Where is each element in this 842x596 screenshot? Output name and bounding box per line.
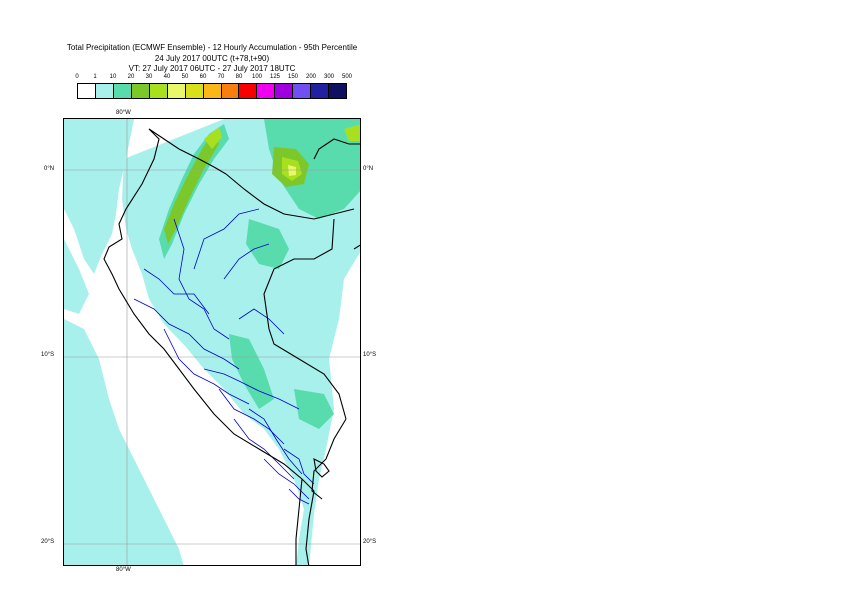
- legend-tick-label: 50: [181, 74, 189, 80]
- legend-tick-label: 100: [251, 74, 263, 80]
- legend-tick-label: 40: [163, 74, 171, 80]
- colombia-brazil-border: [313, 138, 360, 160]
- lat-label-10s-left: 10°S: [41, 352, 55, 358]
- precip-north-cell-peak: [288, 165, 296, 176]
- legend-swatch: [149, 84, 168, 98]
- brazil-border-east: [353, 244, 360, 250]
- lat-lon-grid: [64, 119, 360, 565]
- color-legend: 0 1 10 20 30 40 50 60 70 80 100 125 150 200 300 500: [75, 74, 352, 102]
- legend-swatch: [203, 84, 222, 98]
- legend-tick-label: 60: [199, 74, 207, 80]
- coastline-borders: [103, 128, 360, 565]
- legend-swatch: [78, 84, 96, 98]
- legend-tick-label: 80: [235, 74, 243, 80]
- legend-tick-label: 30: [145, 74, 153, 80]
- legend-swatch: [113, 84, 132, 98]
- legend-swatch: [275, 84, 294, 98]
- lon-label-bottom: 80°W: [116, 567, 131, 573]
- legend-tick-label: 10: [109, 74, 117, 80]
- precipitation-map: [63, 118, 361, 566]
- lat-label-20s-right: 20°S: [363, 539, 377, 545]
- province-boundaries: [133, 208, 315, 505]
- lat-label-20s-left: 20°S: [41, 539, 55, 545]
- legend-swatch: [257, 84, 276, 98]
- precip-andes-south: [229, 334, 274, 409]
- peru-colombia-border: [225, 173, 355, 220]
- peru-coastline: [103, 128, 315, 492]
- valid-time: VT: 27 July 2017 06UTC - 27 July 2017 18…: [128, 64, 296, 73]
- legend-tick-label: 70: [217, 74, 225, 80]
- legend-swatch: [329, 84, 347, 98]
- ecuador-border: [148, 128, 227, 175]
- legend-tick-label: 300: [323, 74, 335, 80]
- lat-label-0n-left: 0°N: [44, 166, 55, 172]
- precip-ne-corner: [344, 124, 360, 141]
- map-title-block: Total Precipitation (ECMWF Ensemble) - 1…: [0, 43, 424, 75]
- legend-swatch: [311, 84, 330, 98]
- legend-tick-label: 150: [287, 74, 299, 80]
- legend-tick-label: 20: [127, 74, 135, 80]
- lon-label-top: 80°W: [116, 110, 131, 116]
- legend-tick-label: 125: [269, 74, 281, 80]
- precip-amazon-ne: [264, 119, 360, 219]
- map-svg: [64, 119, 360, 565]
- chile-coast: [295, 478, 303, 565]
- legend-tick-label: 1: [93, 74, 97, 80]
- precip-andes-band-core: [204, 127, 222, 149]
- legend-swatch: [131, 84, 150, 98]
- legend-tick-label: 200: [305, 74, 317, 80]
- legend-swatch: [185, 84, 204, 98]
- peru-brazil-border: [263, 218, 347, 420]
- precip-east-lobe: [294, 389, 334, 429]
- lat-label-0n-right: 0°N: [363, 166, 374, 172]
- legend-bar: [77, 83, 347, 99]
- legend-swatch: [95, 84, 114, 98]
- precip-ocean-west: [64, 239, 89, 314]
- legend-swatch: [239, 84, 258, 98]
- precip-andes-band: [164, 131, 219, 244]
- bolivia-chile-border: [305, 490, 315, 565]
- precip-ocean-south: [64, 319, 184, 565]
- legend-swatch: [293, 84, 312, 98]
- map-title: Total Precipitation (ECMWF Ensemble) - 1…: [66, 43, 358, 52]
- legend-swatch: [221, 84, 240, 98]
- legend-swatch: [167, 84, 186, 98]
- lat-label-10s-right: 10°S: [363, 352, 377, 358]
- precip-amazon-center: [246, 219, 289, 269]
- base-time: 24 July 2017 00UTC (t+78,t+90): [154, 53, 270, 63]
- titicaca-lake: [313, 458, 330, 478]
- precip-layer-heavy: [164, 124, 360, 244]
- precip-coast-strip: [64, 119, 134, 274]
- legend-tick-label: 0: [75, 74, 79, 80]
- legend-tick-label: 500: [341, 74, 353, 80]
